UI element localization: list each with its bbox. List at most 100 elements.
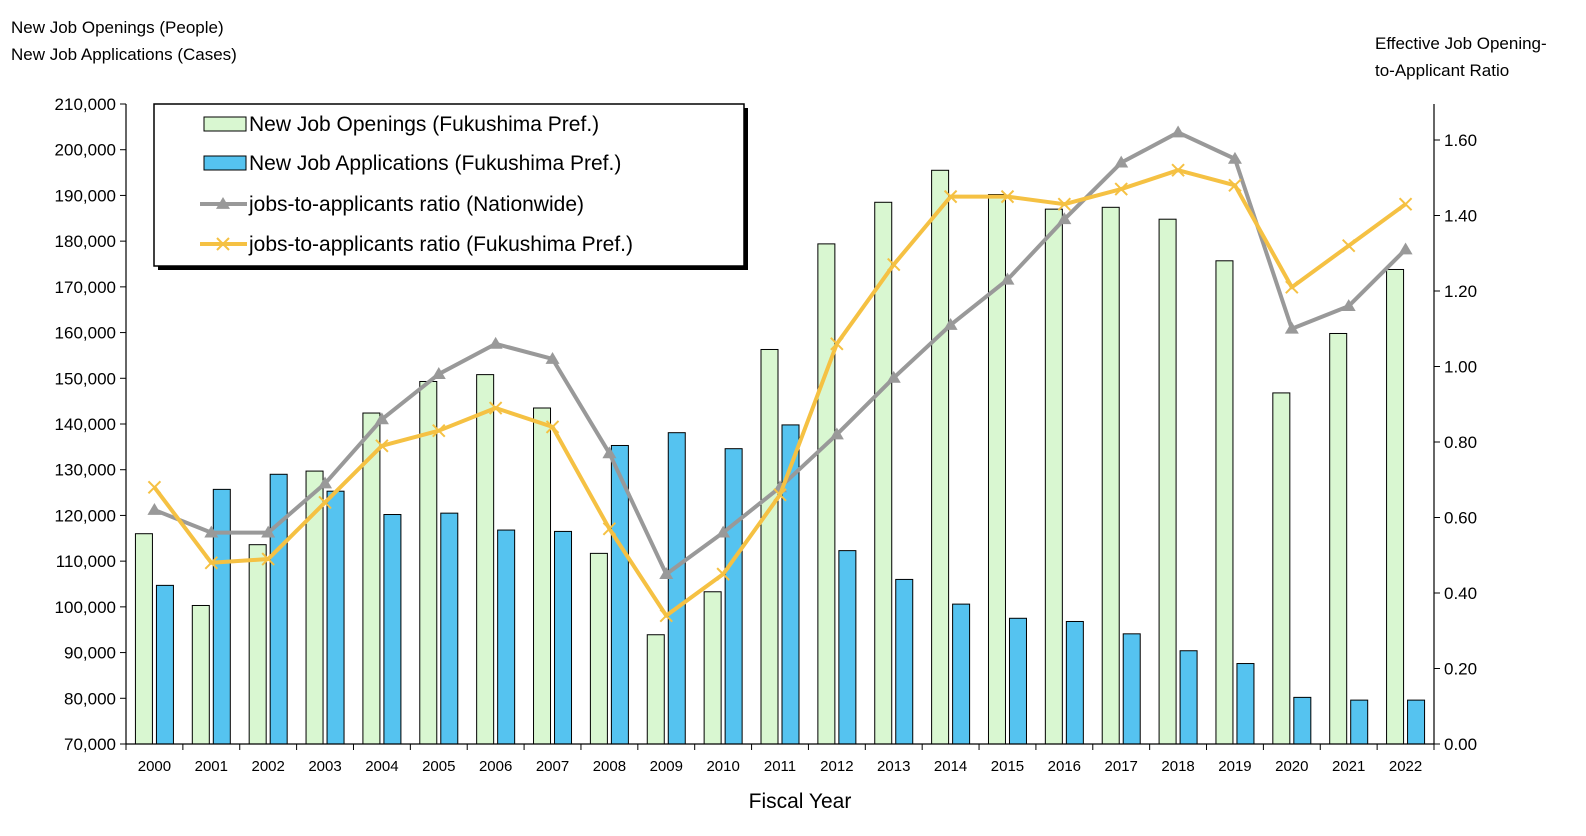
x-tick-label-2010: 2010 bbox=[706, 758, 739, 775]
marker-fukushima-2010-b bbox=[716, 567, 730, 581]
bar-openings-2002 bbox=[248, 544, 267, 745]
left-tick-label-140000: 140,000 bbox=[55, 415, 116, 434]
marker-nationwide-2005 bbox=[431, 367, 446, 379]
marker-fukushima-2022-b bbox=[1398, 197, 1413, 211]
x-tick-label-2002: 2002 bbox=[251, 758, 284, 775]
bar-applications-2004 bbox=[383, 514, 402, 745]
bar-openings-2015 bbox=[987, 194, 1006, 745]
marker-fukushima-2008-b bbox=[602, 522, 617, 536]
bar-applications-2021 bbox=[1350, 699, 1369, 745]
marker-fukushima-2002-b bbox=[261, 552, 275, 566]
marker-fukushima-2008 bbox=[602, 522, 617, 536]
bar-applications-2010 bbox=[724, 448, 743, 745]
bar-openings-2019 bbox=[1215, 260, 1234, 745]
x-tick-label-2020: 2020 bbox=[1275, 758, 1308, 775]
x-tick-label-2004: 2004 bbox=[365, 758, 398, 775]
left-tick-label-150000: 150,000 bbox=[55, 369, 116, 388]
x-tick-label-2009: 2009 bbox=[650, 758, 683, 775]
bar-openings-2007 bbox=[533, 407, 552, 745]
x-tick-label-2011: 2011 bbox=[764, 758, 796, 775]
bar-applications-2013 bbox=[895, 578, 914, 745]
marker-fukushima-2003-b bbox=[318, 495, 332, 510]
marker-fukushima-2014 bbox=[943, 189, 958, 204]
marker-nationwide-2003 bbox=[318, 476, 333, 489]
marker-fukushima-2021 bbox=[1341, 238, 1356, 253]
marker-fukushima-2016-b bbox=[1057, 197, 1072, 211]
left-tick-label-90000: 90,000 bbox=[64, 644, 116, 663]
marker-nationwide-2015 bbox=[1000, 272, 1015, 285]
left-axis-title-line1: New Job Openings (People) bbox=[11, 18, 224, 37]
bar-openings-2014 bbox=[931, 169, 950, 745]
left-tick-label-210000: 210,000 bbox=[55, 95, 116, 114]
marker-nationwide-2014 bbox=[943, 317, 958, 330]
marker-nationwide-2010 bbox=[716, 525, 731, 538]
x-tick-label-2013: 2013 bbox=[877, 758, 910, 775]
left-axis-title-line2: New Job Applications (Cases) bbox=[11, 45, 237, 64]
marker-fukushima-2004 bbox=[375, 439, 389, 453]
right-tick-label-0.00: 0.00 bbox=[1444, 735, 1477, 754]
right-tick-label-1.40: 1.40 bbox=[1444, 207, 1477, 226]
right-tick-label-0.60: 0.60 bbox=[1444, 509, 1477, 528]
x-tick-label-2017: 2017 bbox=[1105, 758, 1138, 775]
bar-applications-2018 bbox=[1179, 650, 1198, 745]
marker-fukushima-2009 bbox=[659, 608, 673, 623]
left-tick-label-190000: 190,000 bbox=[55, 186, 116, 205]
marker-fukushima-2019 bbox=[1228, 178, 1242, 193]
marker-fukushima-2011 bbox=[773, 488, 787, 502]
marker-nationwide-2000 bbox=[147, 502, 162, 515]
bar-applications-2020 bbox=[1293, 696, 1312, 745]
marker-fukushima-2012 bbox=[830, 337, 844, 351]
marker-fukushima-2002 bbox=[261, 552, 275, 566]
marker-nationwide-2006 bbox=[488, 336, 503, 349]
legend-label-openings: New Job Openings (Fukushima Pref.) bbox=[249, 113, 599, 136]
left-tick-label-100000: 100,000 bbox=[55, 598, 116, 617]
x-tick-label-2003: 2003 bbox=[308, 758, 341, 775]
bar-openings-2001 bbox=[191, 604, 210, 745]
marker-fukushima-2013-b bbox=[887, 257, 901, 272]
marker-fukushima-2011-b bbox=[773, 488, 787, 502]
bar-applications-2007 bbox=[554, 530, 573, 745]
bar-applications-2015 bbox=[1008, 617, 1027, 745]
marker-fukushima-2021-b bbox=[1341, 238, 1356, 253]
marker-fukushima-2005 bbox=[432, 423, 446, 438]
legend-marker-fukushima bbox=[216, 237, 230, 251]
bar-openings-2008 bbox=[589, 552, 608, 745]
legend-marker-fukushima-b bbox=[216, 237, 230, 251]
bar-applications-2014 bbox=[952, 603, 971, 745]
x-tick-label-2019: 2019 bbox=[1218, 758, 1251, 775]
bar-applications-2017 bbox=[1122, 633, 1141, 745]
left-tick-label-130000: 130,000 bbox=[55, 461, 116, 480]
marker-nationwide-2009 bbox=[659, 567, 674, 580]
x-tick-label-2018: 2018 bbox=[1161, 758, 1194, 775]
x-tick-label-2014: 2014 bbox=[934, 758, 967, 775]
marker-nationwide-2002 bbox=[261, 525, 276, 538]
x-tick-label-2016: 2016 bbox=[1048, 758, 1081, 775]
marker-fukushima-2015-b bbox=[1000, 189, 1015, 204]
marker-nationwide-2016 bbox=[1057, 212, 1072, 225]
marker-fukushima-2010 bbox=[716, 567, 730, 581]
marker-fukushima-2022 bbox=[1398, 197, 1413, 211]
legend-marker-nationwide bbox=[216, 197, 230, 209]
legend-box bbox=[153, 103, 745, 267]
bar-applications-2003 bbox=[326, 490, 345, 745]
marker-fukushima-2018 bbox=[1171, 163, 1185, 177]
x-tick-label-2012: 2012 bbox=[820, 758, 853, 775]
marker-nationwide-2019 bbox=[1227, 151, 1242, 164]
marker-fukushima-2017 bbox=[1114, 182, 1128, 196]
left-tick-label-70000: 70,000 bbox=[64, 735, 116, 754]
marker-nationwide-2008 bbox=[602, 446, 617, 459]
left-tick-label-180000: 180,000 bbox=[55, 232, 116, 251]
marker-fukushima-2018-b bbox=[1171, 163, 1185, 177]
x-tick-label-2006: 2006 bbox=[479, 758, 512, 775]
marker-fukushima-2003 bbox=[318, 495, 332, 510]
x-tick-label-2007: 2007 bbox=[536, 758, 569, 775]
left-axis-title: New Job Openings (People) New Job Applic… bbox=[11, 14, 237, 68]
marker-fukushima-2009-b bbox=[659, 608, 673, 623]
marker-nationwide-2021 bbox=[1341, 299, 1356, 311]
marker-nationwide-2004 bbox=[374, 412, 389, 425]
marker-nationwide-2012 bbox=[829, 427, 844, 440]
bar-applications-2022 bbox=[1407, 699, 1426, 745]
bar-openings-2010 bbox=[703, 591, 722, 745]
x-tick-label-2000: 2000 bbox=[138, 758, 171, 775]
